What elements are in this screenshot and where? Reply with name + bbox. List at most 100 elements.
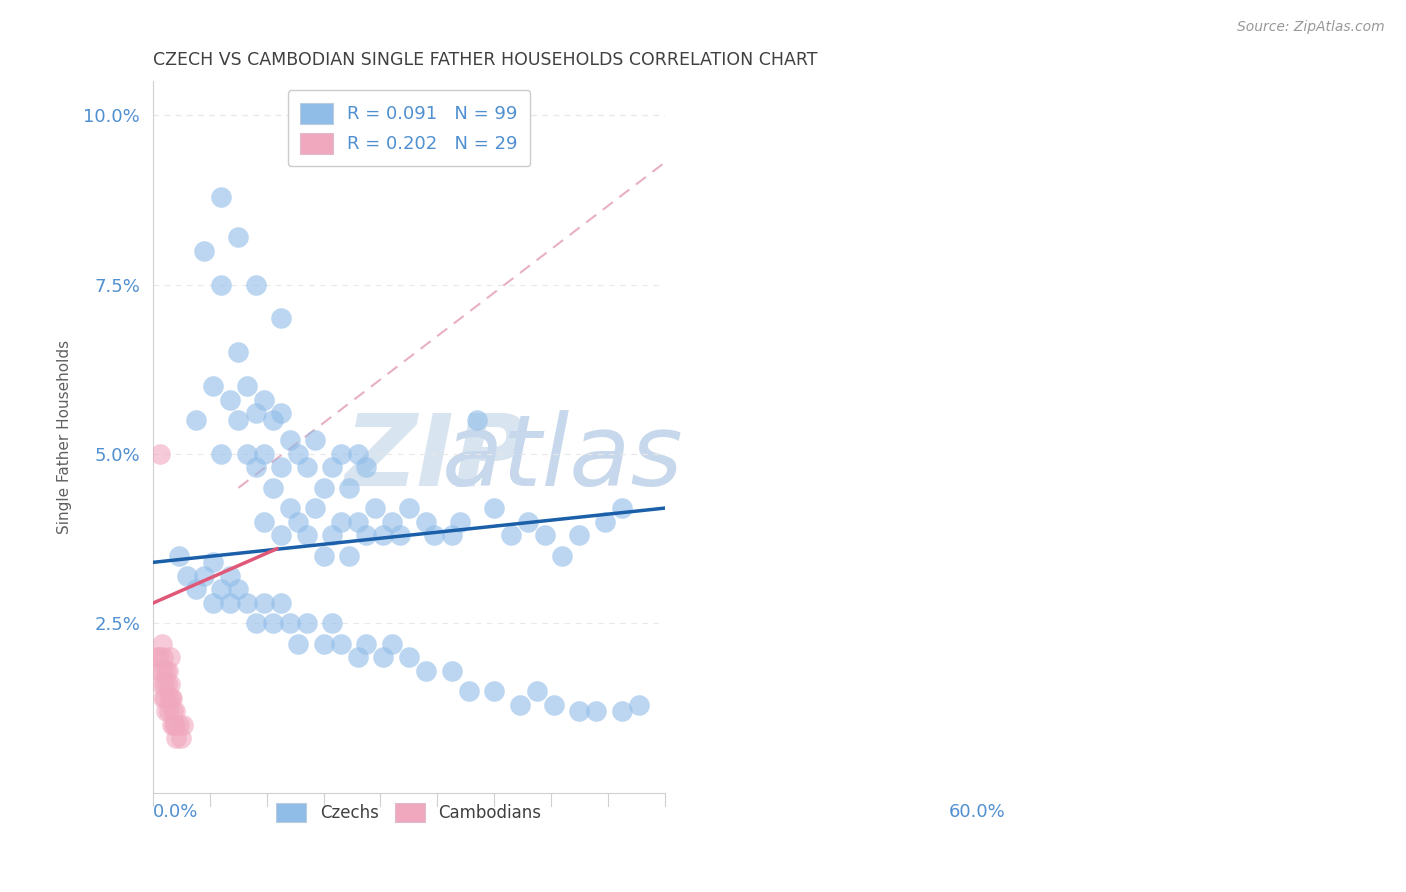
- Point: [321, 460, 343, 475]
- Point: [593, 515, 616, 529]
- Point: [304, 434, 326, 448]
- Point: [321, 528, 343, 542]
- Point: [381, 515, 404, 529]
- Point: [228, 345, 250, 359]
- Point: [543, 698, 565, 712]
- Point: [219, 596, 242, 610]
- Point: [159, 677, 181, 691]
- Point: [159, 650, 181, 665]
- Point: [449, 515, 471, 529]
- Point: [219, 569, 242, 583]
- Text: Source: ZipAtlas.com: Source: ZipAtlas.com: [1237, 20, 1385, 34]
- Point: [262, 481, 284, 495]
- Point: [245, 277, 267, 292]
- Point: [356, 637, 378, 651]
- Point: [415, 515, 437, 529]
- Point: [356, 528, 378, 542]
- Point: [253, 515, 276, 529]
- Point: [152, 664, 174, 678]
- Point: [245, 616, 267, 631]
- Point: [517, 515, 540, 529]
- Point: [245, 406, 267, 420]
- Point: [209, 447, 232, 461]
- Point: [534, 528, 557, 542]
- Point: [329, 637, 352, 651]
- Point: [209, 277, 232, 292]
- Point: [236, 596, 259, 610]
- Point: [162, 704, 184, 718]
- Point: [278, 434, 301, 448]
- Point: [253, 392, 276, 407]
- Point: [270, 528, 292, 542]
- Point: [287, 515, 309, 529]
- Point: [172, 718, 194, 732]
- Point: [373, 650, 395, 665]
- Point: [228, 230, 250, 244]
- Point: [176, 569, 198, 583]
- Point: [149, 447, 172, 461]
- Point: [156, 664, 179, 678]
- Point: [364, 501, 387, 516]
- Point: [165, 718, 187, 732]
- Point: [150, 637, 173, 651]
- Point: [329, 447, 352, 461]
- Point: [167, 718, 190, 732]
- Point: [440, 664, 463, 678]
- Point: [398, 650, 420, 665]
- Point: [152, 650, 174, 665]
- Point: [312, 549, 335, 563]
- Point: [457, 684, 479, 698]
- Point: [160, 690, 183, 705]
- Point: [482, 684, 505, 698]
- Point: [381, 637, 404, 651]
- Point: [155, 704, 177, 718]
- Point: [148, 650, 170, 665]
- Point: [585, 704, 607, 718]
- Text: atlas: atlas: [441, 409, 683, 507]
- Point: [149, 677, 172, 691]
- Point: [228, 582, 250, 597]
- Point: [440, 528, 463, 542]
- Point: [278, 616, 301, 631]
- Point: [373, 528, 395, 542]
- Point: [193, 569, 215, 583]
- Point: [228, 413, 250, 427]
- Point: [346, 650, 368, 665]
- Point: [295, 616, 318, 631]
- Text: 0.0%: 0.0%: [153, 804, 198, 822]
- Point: [312, 481, 335, 495]
- Point: [236, 379, 259, 393]
- Point: [627, 698, 650, 712]
- Point: [236, 447, 259, 461]
- Point: [159, 704, 181, 718]
- Point: [152, 690, 174, 705]
- Point: [610, 704, 633, 718]
- Point: [295, 528, 318, 542]
- Point: [153, 690, 176, 705]
- Point: [423, 528, 446, 542]
- Point: [163, 718, 186, 732]
- Text: ZIP: ZIP: [344, 409, 529, 507]
- Point: [346, 447, 368, 461]
- Point: [551, 549, 574, 563]
- Point: [262, 616, 284, 631]
- Point: [568, 528, 591, 542]
- Point: [253, 596, 276, 610]
- Point: [160, 718, 183, 732]
- Point: [287, 637, 309, 651]
- Point: [201, 596, 224, 610]
- Point: [346, 515, 368, 529]
- Point: [155, 664, 177, 678]
- Point: [167, 549, 190, 563]
- Text: 60.0%: 60.0%: [949, 804, 1005, 822]
- Point: [245, 460, 267, 475]
- Point: [209, 189, 232, 203]
- Point: [201, 379, 224, 393]
- Y-axis label: Single Father Households: Single Father Households: [58, 340, 72, 534]
- Point: [509, 698, 531, 712]
- Point: [482, 501, 505, 516]
- Point: [156, 677, 179, 691]
- Point: [295, 460, 318, 475]
- Point: [201, 555, 224, 569]
- Point: [270, 311, 292, 326]
